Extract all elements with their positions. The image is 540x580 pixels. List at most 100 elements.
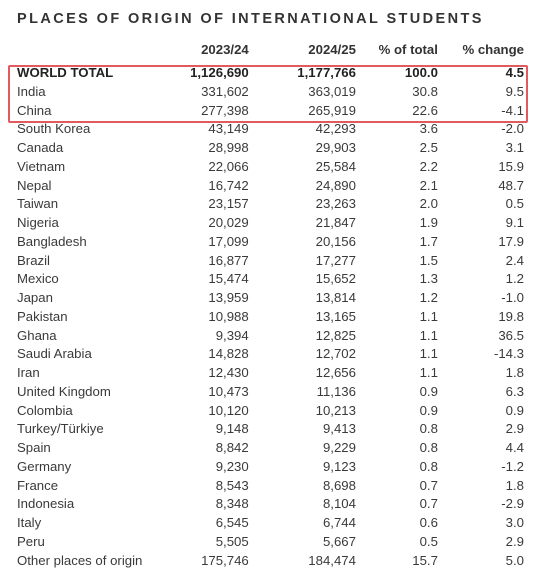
value-2024-25-cell: 12,702	[315, 346, 356, 362]
percent-of-total-cell: 15.7	[412, 552, 438, 568]
value-2023-24-cell: 9,394	[215, 327, 249, 343]
country-cell: Indonesia	[17, 496, 75, 512]
value-2023-24-cell: 9,230	[215, 458, 249, 474]
table-row: Peru 5,505 5,667 0.5 2.9	[10, 533, 530, 552]
country-cell: Ghana	[17, 327, 57, 343]
percent-change-cell: 17.9	[498, 233, 524, 249]
country-cell: South Korea	[17, 121, 91, 137]
value-2023-24-cell: 175,746	[201, 552, 249, 568]
header-percent-change: % change	[462, 42, 524, 57]
country-cell: Peru	[17, 533, 45, 549]
value-2023-24-cell: 28,998	[208, 140, 249, 155]
table-row: Spain 8,842 9,229 0.8 4.4	[10, 439, 530, 458]
header-2024-25: 2024/25	[308, 42, 356, 57]
percent-of-total-cell: 0.9	[419, 402, 438, 418]
table-row: Germany 9,230 9,123 0.8 -1.2	[10, 458, 530, 477]
percent-change-cell: 6.3	[505, 383, 524, 399]
value-2023-24-cell: 12,430	[208, 365, 249, 380]
value-2024-25-cell: 20,156	[315, 233, 356, 249]
percent-of-total-cell: 0.8	[419, 440, 438, 455]
percent-change-cell: 4.4	[505, 440, 524, 455]
percent-change-cell: -4.1	[501, 102, 524, 118]
value-2024-25-cell: 12,656	[315, 365, 356, 380]
country-cell: United Kingdom	[17, 383, 111, 399]
value-2024-25-cell: 363,019	[308, 83, 356, 99]
value-2024-25-cell: 265,919	[308, 102, 356, 118]
value-2023-24-cell: 10,988	[208, 308, 249, 324]
percent-of-total-cell: 0.5	[419, 533, 438, 549]
value-2024-25-cell: 17,277	[315, 252, 356, 268]
value-2024-25-cell: 42,293	[315, 121, 356, 137]
value-2023-24-cell: 22,066	[208, 158, 249, 174]
percent-of-total-cell: 0.8	[419, 421, 438, 437]
country-cell: Pakistan	[17, 308, 68, 324]
table-row: Indonesia 8,348 8,104 0.7 -2.9	[10, 495, 530, 514]
percent-of-total-cell: 1.1	[419, 346, 438, 362]
country-cell: Spain	[17, 440, 51, 455]
value-2023-24-cell: 20,029	[208, 215, 249, 230]
value-2024-25-cell: 13,814	[315, 290, 356, 305]
value-2023-24-cell: 43,149	[208, 121, 249, 137]
value-2024-25-cell: 9,229	[322, 440, 356, 455]
percent-of-total-cell: 2.0	[419, 196, 438, 212]
country-cell: Bangladesh	[17, 233, 87, 249]
value-2023-24-cell: 23,157	[208, 196, 249, 212]
country-cell: Nepal	[17, 177, 52, 193]
percent-change-cell: 2.4	[505, 252, 524, 268]
country-cell: Canada	[17, 140, 64, 155]
percent-change-cell: 5.0	[505, 552, 524, 568]
country-cell: Colombia	[17, 402, 73, 418]
table-row: Ghana 9,394 12,825 1.1 36.5	[10, 327, 530, 346]
percent-of-total-cell: 0.7	[419, 496, 438, 512]
table-row: Taiwan 23,157 23,263 2.0 0.5	[10, 195, 530, 214]
percent-change-cell: 3.1	[505, 140, 524, 155]
country-cell: Turkey/Türkiye	[17, 421, 104, 437]
value-2024-25-cell: 184,474	[308, 552, 356, 568]
percent-change-cell: 2.9	[505, 533, 524, 549]
percent-change-cell: 15.9	[498, 158, 524, 174]
value-2024-25-cell: 25,584	[315, 158, 356, 174]
table-row: Iran 12,430 12,656 1.1 1.8	[10, 364, 530, 383]
country-cell: WORLD TOTAL	[17, 65, 114, 80]
value-2024-25-cell: 13,165	[315, 308, 356, 324]
percent-change-cell: 0.9	[505, 402, 524, 418]
percent-change-cell: 3.0	[505, 515, 524, 530]
value-2024-25-cell: 11,136	[316, 383, 356, 399]
table-row: Brazil 16,877 17,277 1.5 2.4	[10, 252, 530, 271]
value-2024-25-cell: 23,263	[315, 196, 356, 212]
table-row: Pakistan 10,988 13,165 1.1 19.8	[10, 308, 530, 327]
value-2023-24-cell: 16,742	[208, 177, 249, 193]
percent-change-cell: 1.2	[505, 271, 524, 287]
value-2023-24-cell: 16,877	[208, 252, 249, 268]
header-country	[10, 41, 152, 64]
percent-of-total-cell: 1.3	[419, 271, 438, 287]
value-2023-24-cell: 1,126,690	[190, 65, 249, 80]
value-2024-25-cell: 29,903	[315, 140, 356, 155]
country-cell: Taiwan	[17, 196, 59, 212]
table-row: Other places of origin 175,746 184,474 15.7…	[10, 552, 530, 571]
value-2024-25-cell: 8,104	[322, 496, 356, 512]
value-2023-24-cell: 5,505	[215, 533, 249, 549]
country-cell: Vietnam	[17, 158, 66, 174]
country-cell: France	[17, 477, 59, 493]
value-2023-24-cell: 8,842	[215, 440, 249, 455]
table-row: Turkey/Türkiye 9,148 9,413 0.8 2.9	[10, 420, 530, 439]
percent-change-cell: -14.3	[493, 346, 524, 362]
value-2024-25-cell: 5,667	[322, 533, 356, 549]
table-row: Nigeria 20,029 21,847 1.9 9.1	[10, 214, 530, 233]
country-cell: Other places of origin	[17, 552, 143, 568]
value-2023-24-cell: 6,545	[215, 515, 249, 530]
table-row: Nepal 16,742 24,890 2.1 48.7	[10, 177, 530, 196]
value-2023-24-cell: 17,099	[208, 233, 249, 249]
percent-of-total-cell: 2.2	[419, 158, 438, 174]
percent-of-total-cell: 1.7	[419, 233, 438, 249]
value-2023-24-cell: 10,120	[208, 402, 249, 418]
country-cell: India	[17, 83, 46, 99]
country-cell: Germany	[17, 458, 72, 474]
value-2023-24-cell: 10,473	[208, 383, 249, 399]
percent-of-total-cell: 1.1	[419, 365, 438, 380]
value-2023-24-cell: 14,828	[208, 346, 249, 362]
percent-change-cell: 48.7	[498, 177, 524, 193]
percent-of-total-cell: 1.5	[419, 252, 438, 268]
header-row: 2023/24 2024/25 % of total % change	[10, 41, 530, 64]
